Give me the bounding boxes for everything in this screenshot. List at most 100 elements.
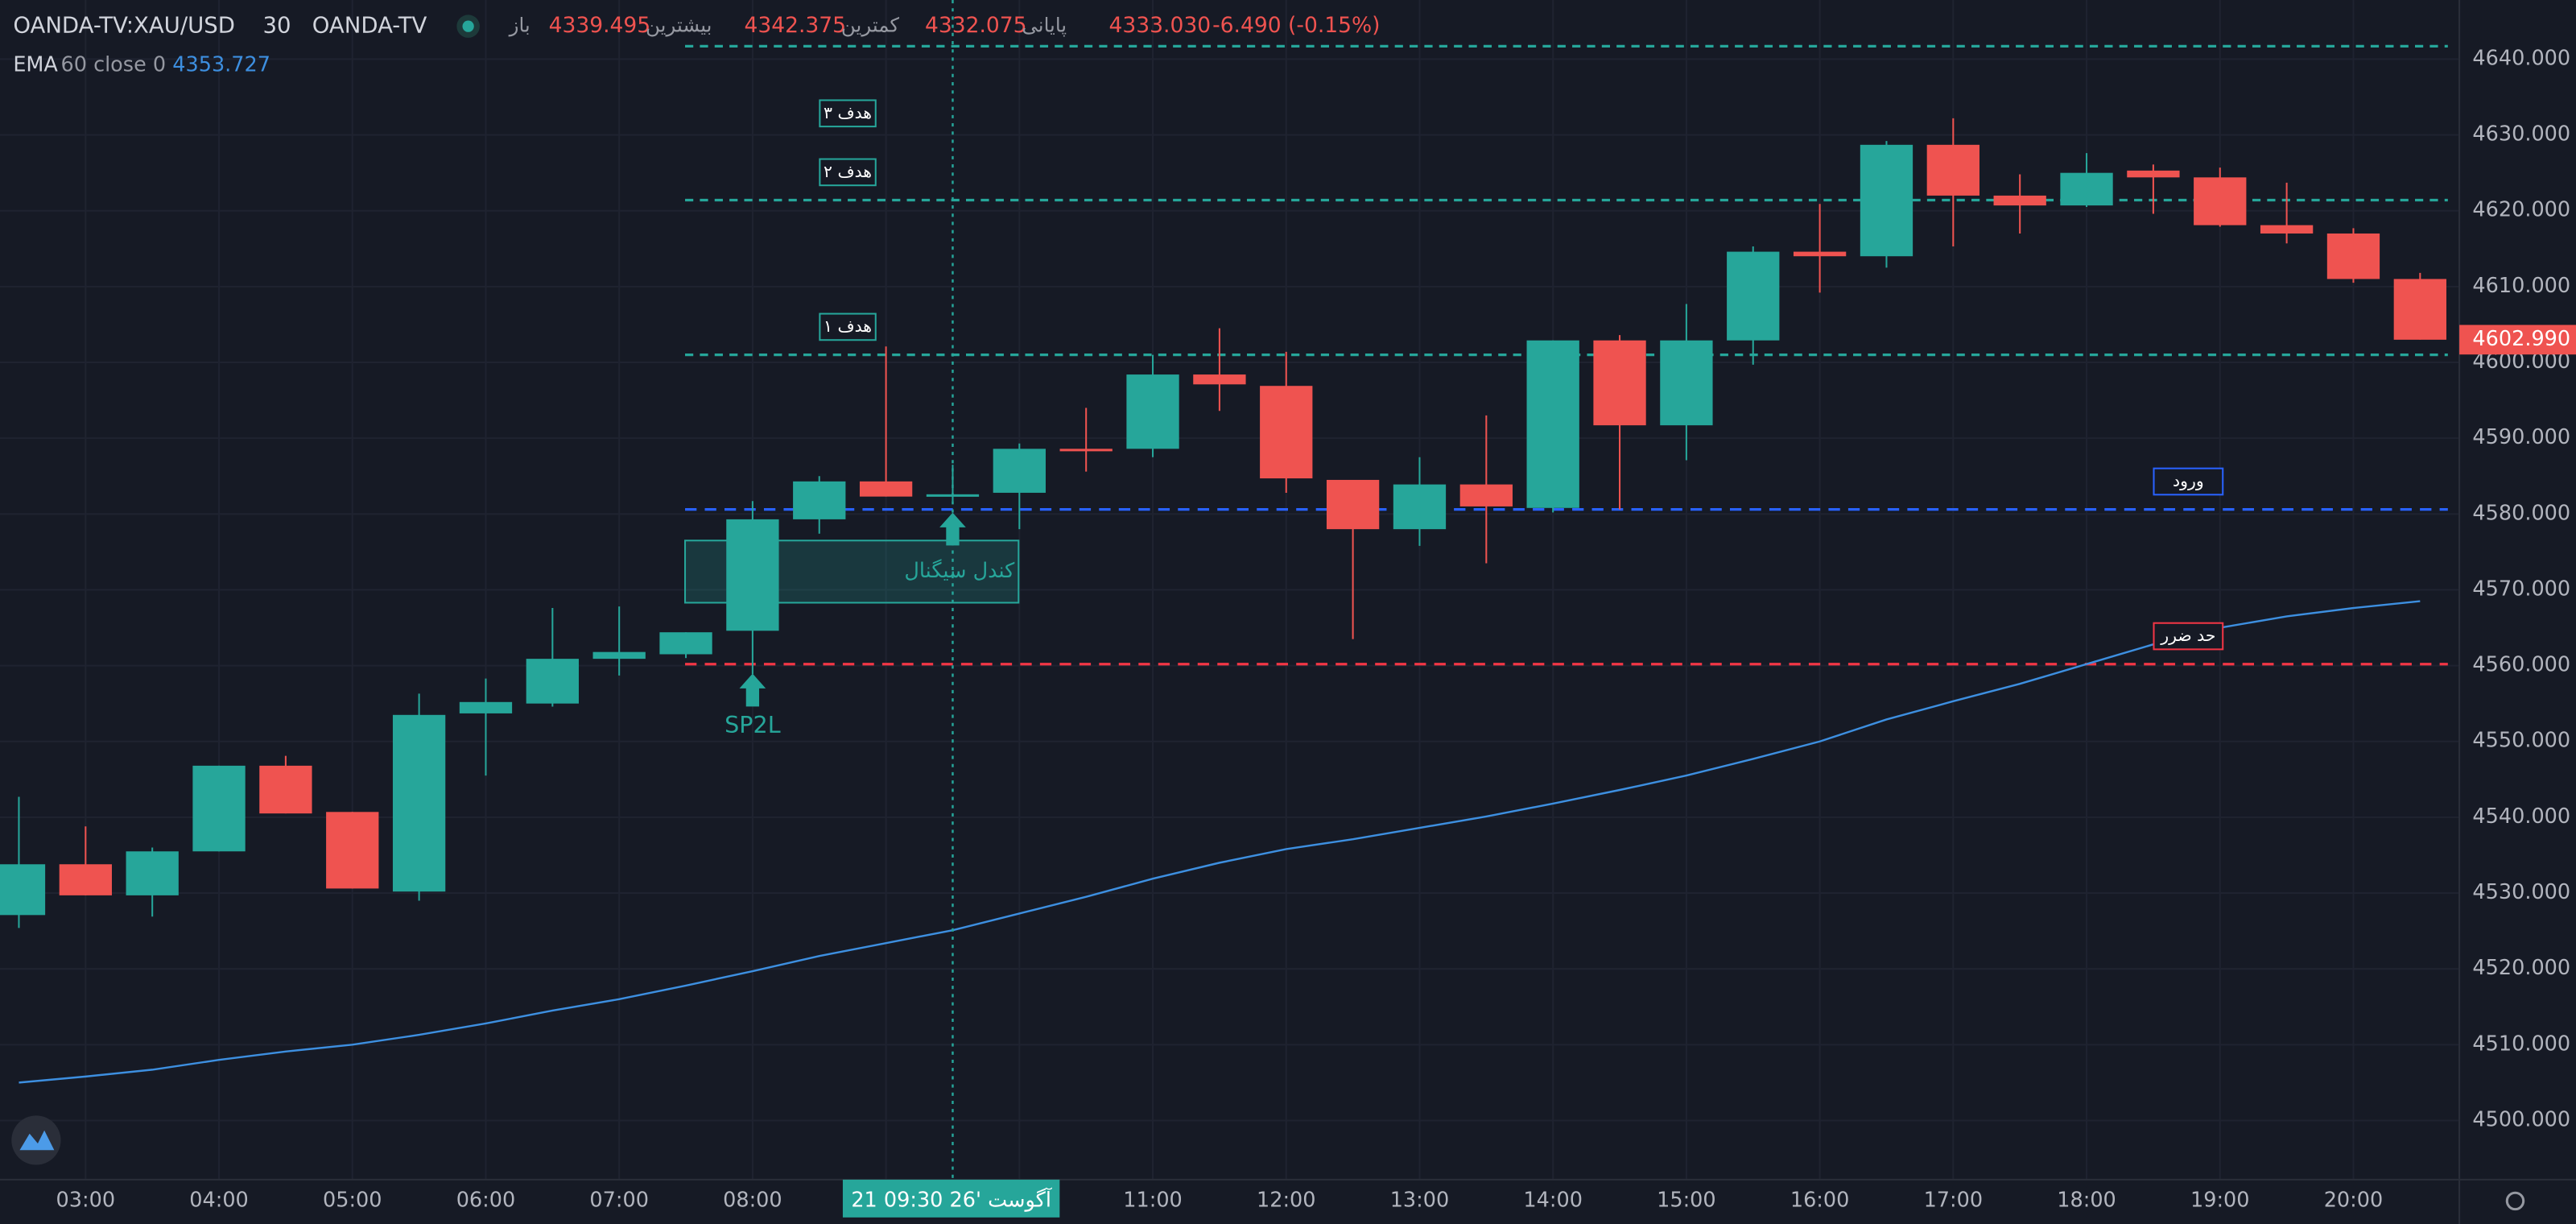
grid — [0, 0, 2460, 1180]
signal-arrow — [739, 673, 766, 707]
y-tick-label: 4620.000 — [2472, 198, 2570, 222]
ohlc-label: کمترین — [841, 14, 899, 37]
level-label: هدف ۳ — [824, 103, 872, 122]
title: OANDA-TV:XAU/USD — [13, 13, 235, 39]
level-label-box — [819, 99, 877, 128]
y-tick-label: 4530.000 — [2472, 880, 2570, 904]
signal-marker: SP2L — [724, 711, 781, 738]
level-label-box — [2153, 622, 2224, 651]
candle-body — [859, 481, 913, 497]
candle-body — [793, 481, 846, 519]
y-tick-label: 4630.000 — [2472, 122, 2570, 147]
candle-body — [1126, 374, 1179, 449]
x-tick-label: 11:00 — [1123, 1188, 1183, 1212]
x-tick-label: 07:00 — [589, 1188, 649, 1212]
x-tick-label: 06:00 — [456, 1188, 516, 1212]
candle-body — [1326, 479, 1380, 530]
candle-body — [2060, 172, 2113, 206]
ohlc-value: 4332.075 — [925, 13, 1027, 38]
settings-icon[interactable] — [2505, 1191, 2525, 1211]
y-tick-label: 4510.000 — [2472, 1032, 2570, 1056]
candle-body — [1593, 340, 1646, 426]
level-label: هدف ۲ — [824, 162, 872, 181]
level-label: ورود — [2173, 471, 2204, 490]
candle-body — [192, 765, 246, 852]
candle-body — [126, 851, 179, 895]
x-tick-label: 19:00 — [2190, 1188, 2250, 1212]
x-tick-label: 14:00 — [1523, 1188, 1583, 1212]
candle-body — [0, 864, 46, 916]
y-tick-label: 4550.000 — [2472, 729, 2570, 753]
candle-body — [2194, 177, 2247, 225]
source: OANDA-TV — [312, 13, 427, 39]
candle-body — [2393, 279, 2446, 340]
crosshair-label: 21 آگوست '26 09:30 — [851, 1187, 1052, 1212]
candle-body — [1727, 251, 1780, 341]
signal-label: کندل سیگنال — [904, 559, 1015, 583]
y-tick-label: 4520.000 — [2472, 956, 2570, 980]
candle-body — [993, 449, 1046, 493]
candle-body — [259, 765, 312, 814]
ohlc-label: بیشترین — [646, 14, 712, 37]
ohlc-value: 4339.495 — [549, 13, 651, 38]
candle-body — [1260, 386, 1313, 479]
candle-body — [326, 812, 379, 889]
overlay: 4500.000 4510.000 4520.000 4530.000 4540.000… — [13, 13, 2576, 1218]
interval: 30 — [263, 13, 291, 39]
x-tick-label: 03:00 — [56, 1188, 116, 1212]
candle-body — [1660, 340, 1713, 426]
x-tick-label: 15:00 — [1657, 1188, 1716, 1212]
y-tick-label: 4610.000 — [2472, 274, 2570, 298]
last-price-box — [2459, 325, 2576, 355]
indicator-name: EMA — [13, 53, 58, 77]
logo[interactable] — [11, 1115, 61, 1165]
x-tick-label: 20:00 — [2324, 1188, 2384, 1212]
change: -6.490 (-0.15%) — [1212, 13, 1380, 38]
y-tick-label: 4500.000 — [2472, 1107, 2570, 1131]
y-tick-label: 4590.000 — [2472, 425, 2570, 449]
candle-body — [1926, 144, 1979, 196]
level-label-box — [2153, 467, 2224, 496]
ohlc-label: باز — [508, 14, 530, 37]
x-tick-label: 18:00 — [2057, 1188, 2116, 1212]
y-tick-label: 4540.000 — [2472, 804, 2570, 829]
y-tick-label: 4560.000 — [2472, 653, 2570, 677]
x-tick-label: 08:00 — [723, 1188, 782, 1212]
candle-body — [59, 864, 112, 895]
x-tick-label: 12:00 — [1257, 1188, 1316, 1212]
candle-body — [2127, 170, 2180, 178]
y-tick-label: 4580.000 — [2472, 501, 2570, 525]
candle-body — [1860, 144, 1913, 257]
candle-body — [1459, 484, 1513, 507]
candle-body — [1059, 449, 1113, 452]
candle-body — [2260, 225, 2314, 234]
ohlc-value: 4333.030 — [1109, 13, 1212, 38]
candle-body — [526, 659, 579, 704]
x-tick-label: 16:00 — [1790, 1188, 1850, 1212]
last-price-label: 4602.990 — [2472, 327, 2570, 351]
candle-body — [726, 519, 779, 631]
candle-body — [1193, 374, 1246, 385]
ema-line — [19, 600, 2421, 1084]
logo-icon — [19, 1130, 55, 1151]
indicator-value: 4353.727 — [172, 53, 270, 77]
candle-body — [1993, 195, 2046, 206]
level-label-box — [819, 312, 877, 341]
candle-body — [1526, 340, 1579, 508]
candle-body — [2326, 233, 2380, 279]
plot: کندل سیگنال SP2L — [0, 0, 2448, 1180]
x-tick-label: 13:00 — [1390, 1188, 1450, 1212]
candle-body — [659, 632, 712, 655]
crosshair-label-box — [842, 1179, 1060, 1218]
candle-body — [1793, 251, 1847, 257]
ohlc-value: 4342.375 — [744, 13, 846, 38]
x-tick-label: 05:00 — [323, 1188, 382, 1212]
y-tick-label: 4570.000 — [2472, 577, 2570, 601]
level-label: حد ضرر — [2160, 626, 2215, 645]
candle-body — [392, 714, 446, 892]
y-tick-label: 4640.000 — [2472, 46, 2570, 70]
x-tick-label: 04:00 — [189, 1188, 249, 1212]
